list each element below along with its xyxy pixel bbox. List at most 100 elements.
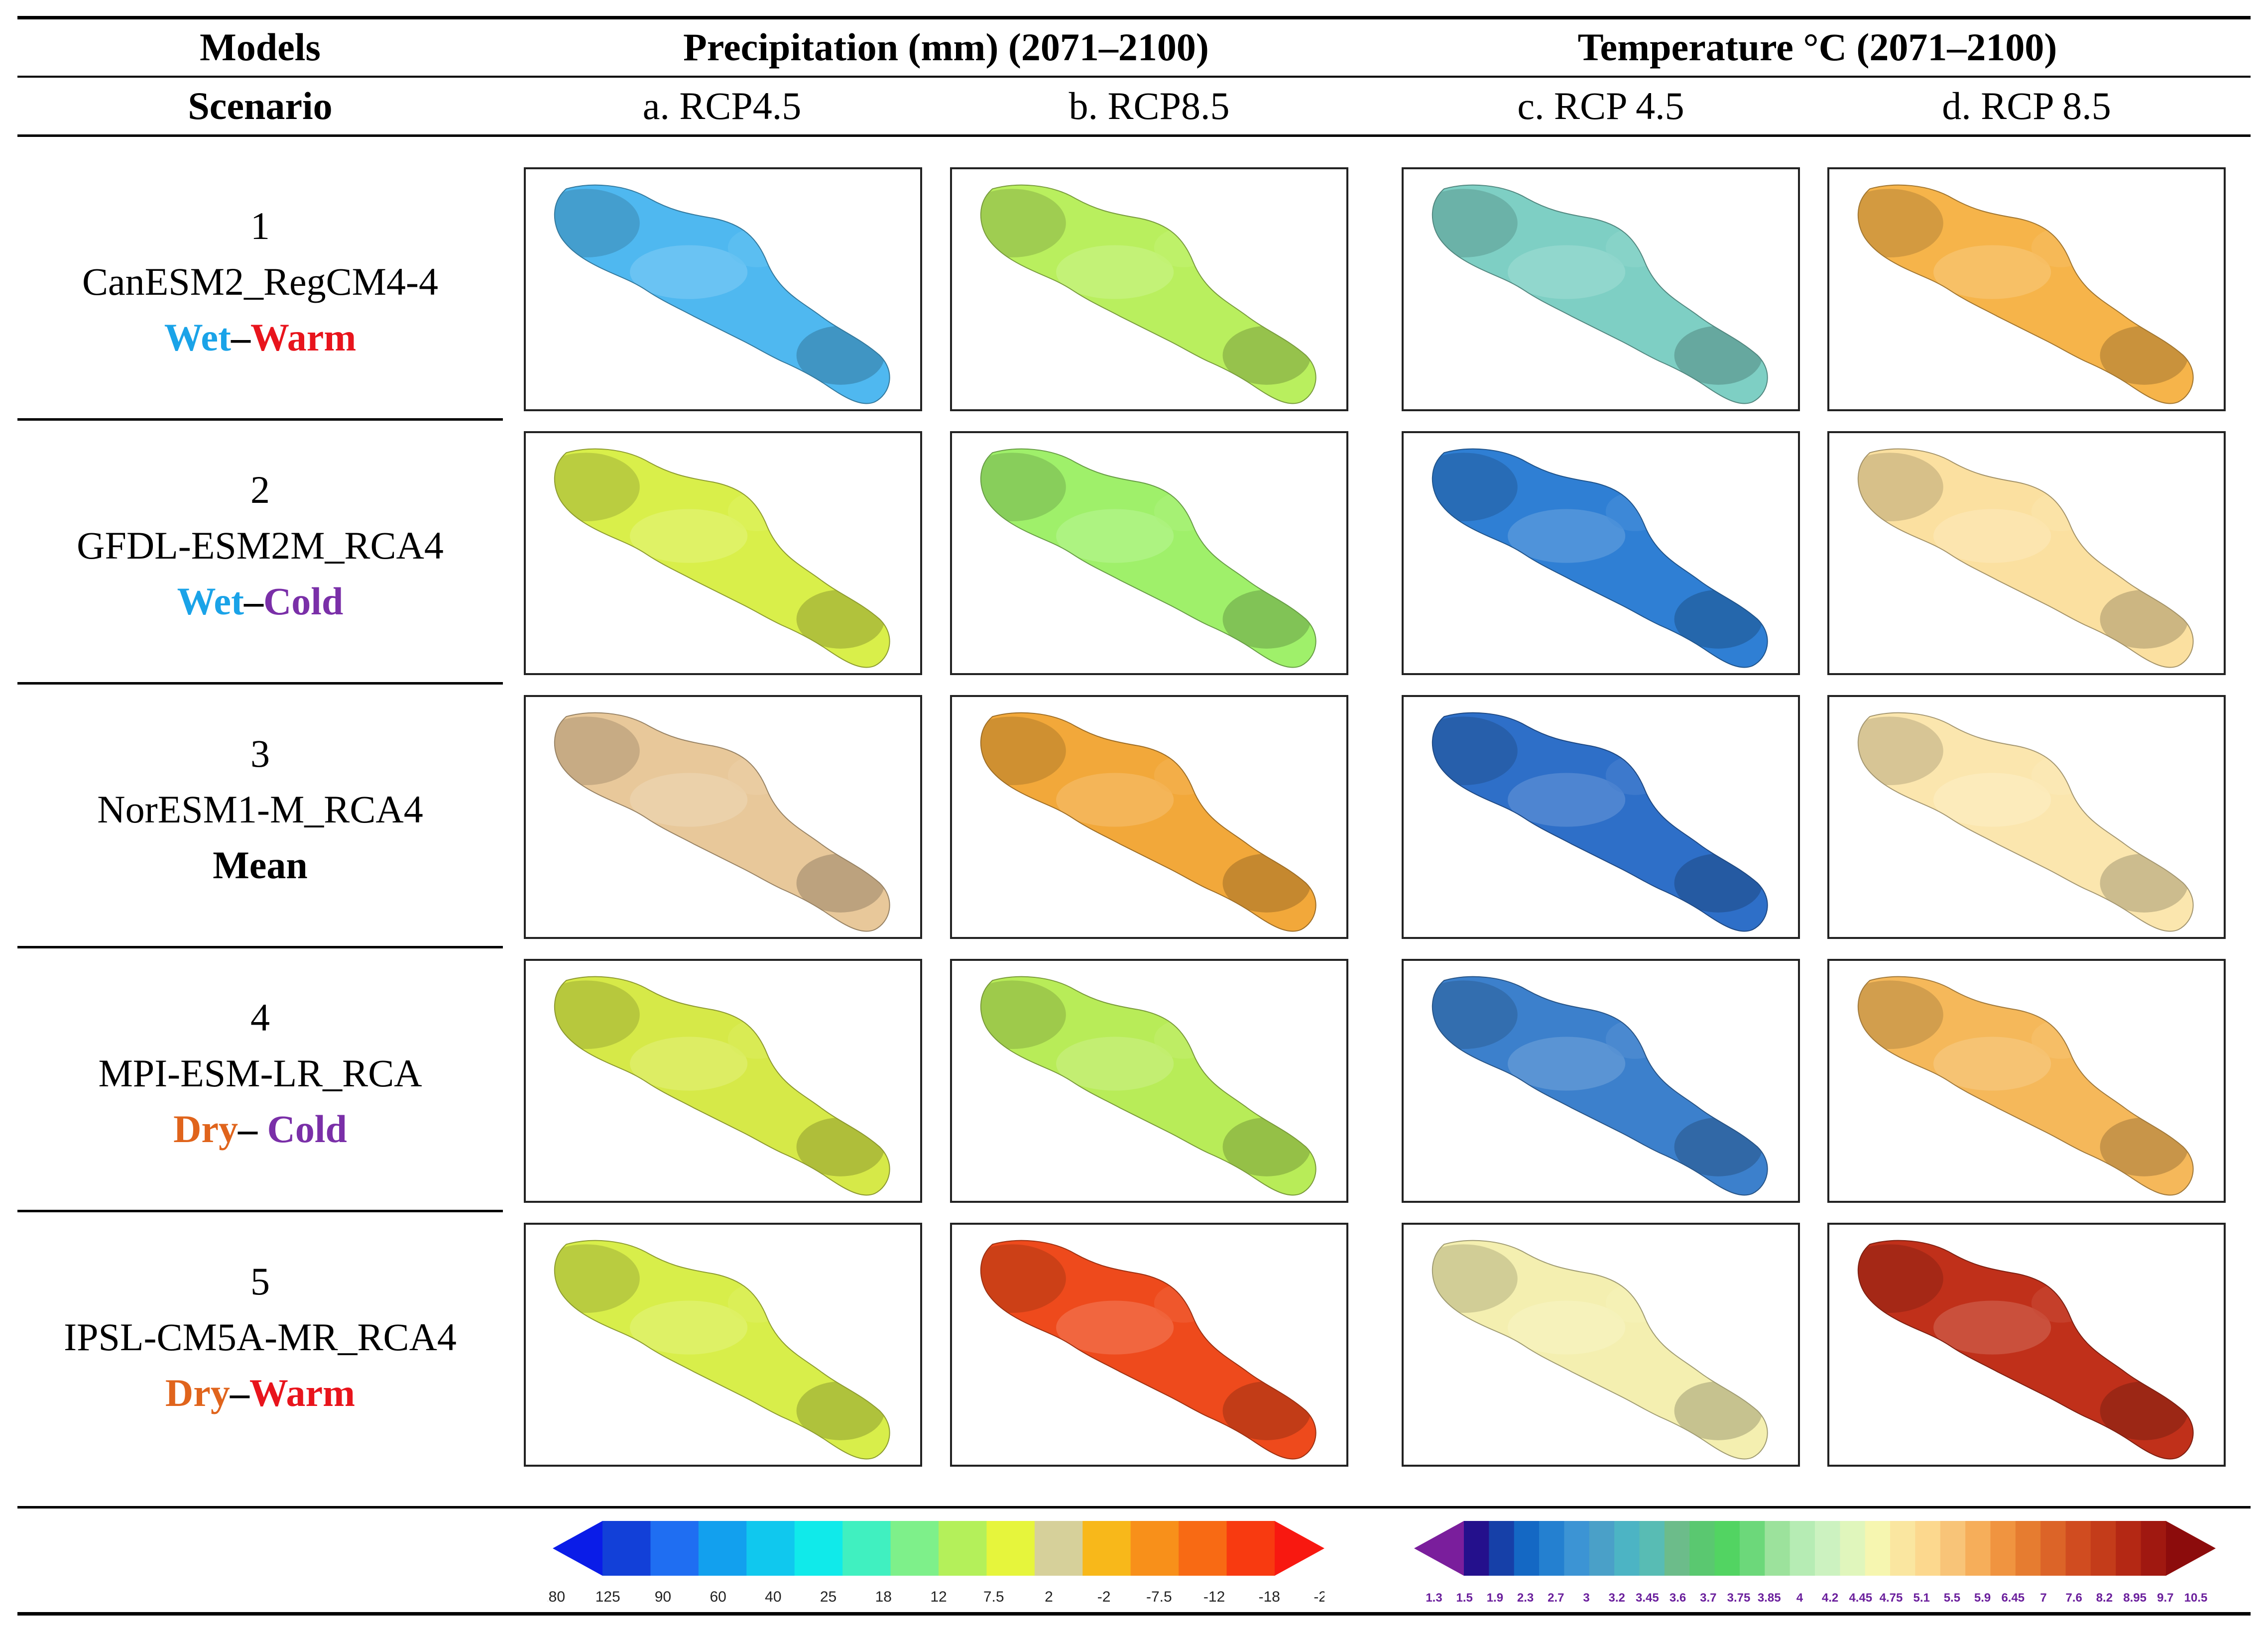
colorbar-tick-label: 2.3 xyxy=(1517,1591,1534,1605)
map-panel-precip-rcp85-model-2 xyxy=(950,431,1348,675)
basin-map xyxy=(1432,1240,1768,1460)
colorbar-tick-label: 4.75 xyxy=(1880,1591,1903,1605)
basin-map xyxy=(554,184,890,404)
colorbar-swatch xyxy=(1664,1521,1690,1576)
scenario-label: Dry– Cold xyxy=(17,1101,503,1157)
colorbar-tick-label: 1.9 xyxy=(1487,1591,1503,1605)
row-separator xyxy=(17,1210,503,1212)
colorbar-swatch xyxy=(698,1521,747,1576)
header-rule-1 xyxy=(17,76,2251,78)
colorbar-tick-label: 3.7 xyxy=(1700,1591,1716,1605)
colorbar-swatch xyxy=(1990,1521,2016,1576)
map-panel-temp-rcp85-model-4 xyxy=(1827,959,2226,1203)
colorbar-tick-label: 25 xyxy=(820,1589,836,1605)
map-panel-temp-rcp45-model-5 xyxy=(1402,1223,1800,1467)
scenario-part: Cold xyxy=(263,580,344,623)
colorbar-tick-label: 7.5 xyxy=(983,1589,1004,1605)
model-name: IPSL-CM5A-MR_RCA4 xyxy=(64,1315,457,1359)
model-label-5: 5 IPSL-CM5A-MR_RCA4 Dry–Warm xyxy=(17,1254,503,1421)
colorbar-swatch xyxy=(2065,1521,2091,1576)
column-a-heading: a. RCP4.5 xyxy=(642,84,802,127)
colorbar-swatch xyxy=(1965,1521,1991,1576)
temperature-colorbar: 1.3 1.5 1.9 2.3 2.7 3 3.2 3.45 3.6 3.7 3.75 3.85 4 4.… xyxy=(1414,1521,2216,1605)
colorbar-tick-label: -12 xyxy=(1203,1589,1225,1605)
colorbar-swatch xyxy=(939,1521,987,1576)
map-panel-temp-rcp85-model-3 xyxy=(1827,695,2226,939)
colorbar-arrow-low xyxy=(553,1521,602,1576)
colorbar-swatch xyxy=(1790,1521,1815,1576)
colorbar-swatch xyxy=(1840,1521,1866,1576)
colorbar-tick-label: -25 xyxy=(1313,1589,1324,1605)
map-panel-precip-rcp45-model-4 xyxy=(524,959,922,1203)
colorbar-tick-label: 5.9 xyxy=(1974,1591,1991,1605)
scenario-part: – xyxy=(238,1107,267,1151)
scenario-label: Dry–Warm xyxy=(17,1365,503,1421)
colorbar-tick-label: 12 xyxy=(930,1589,947,1605)
colorbar-arrow-high xyxy=(1275,1521,1324,1576)
map-panel-temp-rcp85-model-1 xyxy=(1827,167,2226,411)
colorbar-tick-label: 6.45 xyxy=(2001,1591,2025,1605)
model-number: 3 xyxy=(250,732,270,775)
colorbar-swatch xyxy=(1915,1521,1941,1576)
model-number: 4 xyxy=(250,996,270,1039)
colorbar-tick-label: 40 xyxy=(765,1589,781,1605)
colorbar-tick-label: 9.7 xyxy=(2157,1591,2173,1605)
map-panel-temp-rcp45-model-2 xyxy=(1402,431,1800,675)
header-rule-2 xyxy=(17,134,2251,137)
scenario-part: – xyxy=(231,316,250,359)
basin-map xyxy=(1432,976,1768,1196)
map-panel-precip-rcp85-model-5 xyxy=(950,1223,1348,1467)
colorbar-swatch xyxy=(1689,1521,1715,1576)
colorbar-swatch xyxy=(1865,1521,1891,1576)
scenario-label: Mean xyxy=(17,837,503,893)
basin-map xyxy=(554,448,890,668)
basin-map xyxy=(1857,1240,2194,1460)
scenario-part: Dry xyxy=(165,1371,230,1414)
basin-map xyxy=(554,712,890,932)
colorbar-arrow-low xyxy=(1414,1521,1464,1576)
basin-map xyxy=(1857,448,2194,668)
scenario-part: – xyxy=(243,580,263,623)
colorbar-tick-label: 90 xyxy=(655,1589,671,1605)
precipitation-colorbar: 180 125 90 60 40 25 18 12 7.5 2 -2 -7.5 -12 -18 -25 xyxy=(548,1521,1324,1605)
colorbar-swatch xyxy=(1179,1521,1227,1576)
basin-map xyxy=(1432,448,1768,668)
colorbar-swatch xyxy=(1614,1521,1640,1576)
colorbar-tick-label: 3 xyxy=(1583,1591,1589,1605)
column-b-heading: b. RCP8.5 xyxy=(1069,84,1230,127)
colorbar-tick-label: -7.5 xyxy=(1146,1589,1172,1605)
colorbar-swatch xyxy=(1765,1521,1791,1576)
colorbar-swatch xyxy=(650,1521,699,1576)
map-panel-precip-rcp45-model-1 xyxy=(524,167,922,411)
map-panel-precip-rcp85-model-1 xyxy=(950,167,1348,411)
model-number: 2 xyxy=(250,468,270,511)
colorbar-tick-label: 1.5 xyxy=(1456,1591,1473,1605)
colorbar-swatch xyxy=(2116,1521,2142,1576)
colorbar-tick-label: 4.45 xyxy=(1849,1591,1872,1605)
colorbar-swatch xyxy=(1082,1521,1131,1576)
colorbar-swatch xyxy=(1034,1521,1083,1576)
scenario-part: Cold xyxy=(267,1107,347,1151)
colorbar-tick-label: 8.2 xyxy=(2096,1591,2113,1605)
map-panel-temp-rcp45-model-3 xyxy=(1402,695,1800,939)
model-number: 1 xyxy=(250,204,270,247)
basin-map xyxy=(1857,712,2194,932)
colorbar-swatch xyxy=(1714,1521,1740,1576)
model-name: NorESM1-M_RCA4 xyxy=(97,788,423,831)
scenario-part: Dry xyxy=(173,1107,239,1151)
scenario-part: Mean xyxy=(213,843,308,887)
model-label-1: 1 CanESM2_RegCM4-4 Wet–Warm xyxy=(17,198,503,365)
colorbar-swatch xyxy=(1739,1521,1765,1576)
colorbar-tick-label: 7 xyxy=(2040,1591,2046,1605)
colorbar-tick-label: 4 xyxy=(1796,1591,1803,1605)
scenario-part: Warm xyxy=(249,1371,356,1414)
model-label-2: 2 GFDL-ESM2M_RCA4 Wet–Cold xyxy=(17,462,503,629)
colorbar-tick-label: 2 xyxy=(1045,1589,1053,1605)
scenario-label: Wet–Warm xyxy=(17,310,503,365)
basin-map xyxy=(1432,712,1768,932)
colorbar-tick-label: 10.5 xyxy=(2184,1591,2208,1605)
colorbar-tick-label: 7.6 xyxy=(2066,1591,2082,1605)
colorbar-swatch xyxy=(746,1521,795,1576)
basin-map xyxy=(980,184,1316,404)
colorbar-swatch xyxy=(986,1521,1035,1576)
